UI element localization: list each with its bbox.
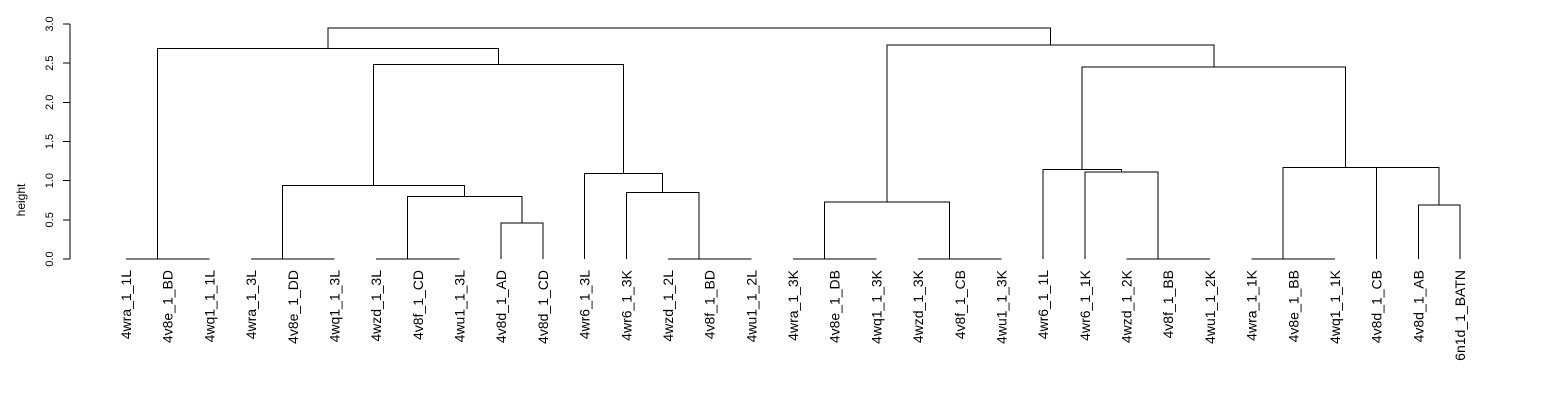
y-tick-label: 3.0 bbox=[44, 16, 56, 31]
leaf-label: 4wr6_1_1L bbox=[1035, 270, 1051, 339]
leaf-label: 4v8d_1_CB bbox=[1369, 270, 1385, 343]
dendrogram-merge-24 bbox=[1042, 169, 1122, 259]
leaf-label: 4wu1_1_2L bbox=[743, 270, 759, 343]
leaf-label: 4v8f_1_CB bbox=[952, 270, 968, 339]
leaf-label: 4v8f_1_BB bbox=[1160, 270, 1176, 339]
leaf-label: 4v8d_1_CD bbox=[535, 270, 551, 344]
leaf-label: 6n1d_1_BATN bbox=[1452, 270, 1468, 361]
dendrogram-merge-17 bbox=[1417, 204, 1461, 259]
y-axis-ticks: 0.0 0.5 1.0 1.5 2.0 2.5 3.0 bbox=[44, 16, 70, 267]
y-axis-title: height bbox=[14, 183, 28, 216]
leaf-label: 4wr6_1_3K bbox=[618, 269, 634, 340]
y-tick-label: 2.5 bbox=[44, 56, 56, 71]
leaf-label: 4wra_1_3K bbox=[785, 269, 801, 340]
dendrogram-merge-22 bbox=[584, 173, 664, 259]
dendrogram-merge-16 bbox=[500, 222, 544, 259]
leaf-label: 4v8d_1_AD bbox=[493, 270, 509, 343]
y-tick-label: 1.0 bbox=[44, 173, 56, 188]
y-tick-label: 0.5 bbox=[44, 212, 56, 227]
dendrogram-merge-30 bbox=[886, 44, 1215, 202]
leaf-label: 4v8e_1_DD bbox=[285, 270, 301, 344]
dendrogram-merge-18 bbox=[823, 201, 950, 259]
leaf-label: 4wzd_1_3K bbox=[910, 269, 926, 343]
y-tick-label: 1.5 bbox=[44, 134, 56, 149]
leaf-label: 4wq1_1_1K bbox=[1327, 269, 1343, 344]
dendrogram-merge-23 bbox=[1084, 171, 1159, 259]
dendrogram-merge-27 bbox=[1081, 66, 1346, 170]
leaf-label: 4v8f_1_BD bbox=[702, 270, 718, 339]
leaf-labels: 4wra_1_1L 4v8e_1_BD 4wq1_1_1L 4wra_1_3L 4v8e… bbox=[118, 269, 1468, 360]
leaf-label: 4wq1_1_3K bbox=[868, 269, 884, 344]
leaf-label: 4v8d_1_AB bbox=[1410, 270, 1426, 342]
leaf-label: 4wzd_1_2L bbox=[660, 270, 676, 342]
leaf-label: 4wra_1_1K bbox=[1244, 269, 1260, 340]
dendrogram-merge-19 bbox=[406, 195, 523, 259]
leaf-label: 4v8e_1_BD bbox=[160, 270, 176, 343]
y-tick-label: 2.0 bbox=[44, 95, 56, 110]
leaf-label: 4wq1_1_1L bbox=[201, 270, 217, 343]
leaf-label: 4wu1_1_3L bbox=[452, 270, 468, 343]
leaf-label: 4wr6_1_3L bbox=[577, 270, 593, 339]
dendrogram-branches bbox=[126, 27, 1461, 260]
leaf-label: 4wra_1_3L bbox=[243, 270, 259, 339]
leaf-label: 4v8e_1_BB bbox=[1285, 270, 1301, 342]
leaf-label: 4v8e_1_DB bbox=[827, 270, 843, 343]
dendrogram-merge-21 bbox=[281, 184, 466, 259]
dendrogram-merge-29 bbox=[156, 47, 500, 259]
leaf-label: 4wzd_1_3L bbox=[368, 270, 384, 342]
dendrogram-merge-26 bbox=[1282, 166, 1408, 259]
y-tick-label: 0.0 bbox=[44, 251, 56, 266]
dendrogram-merge-28 bbox=[373, 64, 625, 186]
dendrogram-merge-31 bbox=[327, 27, 1051, 49]
dendrogram-merge-20 bbox=[625, 191, 700, 259]
leaf-label: 4wq1_1_3L bbox=[326, 270, 342, 343]
dendrogram-merge-25 bbox=[1376, 166, 1440, 259]
leaf-label: 4wra_1_1L bbox=[118, 270, 134, 339]
leaf-label: 4wr6_1_1K bbox=[1077, 269, 1093, 340]
leaf-label: 4wu1_1_3K bbox=[993, 269, 1009, 344]
leaf-label: 4wzd_1_2K bbox=[1119, 269, 1135, 343]
leaf-label: 4wu1_1_2K bbox=[1202, 269, 1218, 344]
leaf-label: 4v8f_1_CD bbox=[410, 270, 426, 340]
